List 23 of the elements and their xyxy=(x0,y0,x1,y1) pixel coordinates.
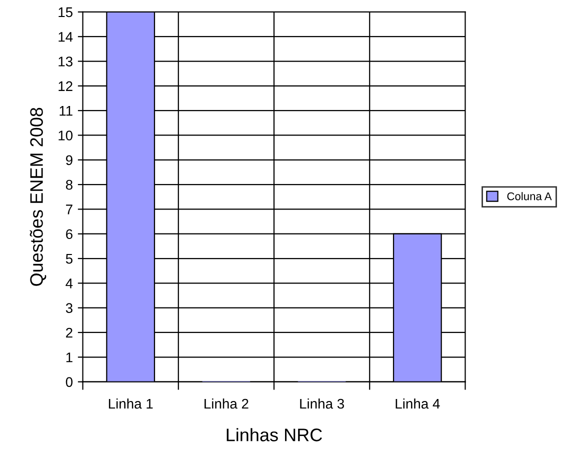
x-tick-label: Linha 4 xyxy=(396,398,440,409)
y-tick-label: 11 xyxy=(60,106,72,116)
y-tick-label: 15 xyxy=(58,7,72,18)
y-tick-label: 4 xyxy=(66,278,73,288)
y-tick-label: 2 xyxy=(66,328,72,338)
y-tick-label: 5 xyxy=(66,254,72,264)
legend-label: Coluna A xyxy=(507,192,552,200)
y-tick-label: 13 xyxy=(58,56,72,66)
y-tick-label: 12 xyxy=(58,81,72,91)
x-tick-label: Linha 1 xyxy=(108,398,153,409)
y-tick-label: 6 xyxy=(66,229,72,240)
y-tick-label: 3 xyxy=(66,303,72,313)
x-tick-label: Linha 3 xyxy=(300,398,344,409)
y-tick-label: 14 xyxy=(58,32,73,42)
y-tick-label: 1 xyxy=(66,352,72,362)
y-tick-label: 9 xyxy=(66,155,72,166)
x-tick-label: Linha 2 xyxy=(204,398,248,409)
y-tick-label: 10 xyxy=(58,130,73,140)
x-axis-title: Linhas NRC xyxy=(226,428,322,442)
y-tick-label: 0 xyxy=(66,377,73,387)
y-axis-title: Questões ENEM 2008 xyxy=(30,108,46,286)
y-tick-label: 7 xyxy=(66,204,72,214)
y-tick-label: 8 xyxy=(66,180,72,190)
